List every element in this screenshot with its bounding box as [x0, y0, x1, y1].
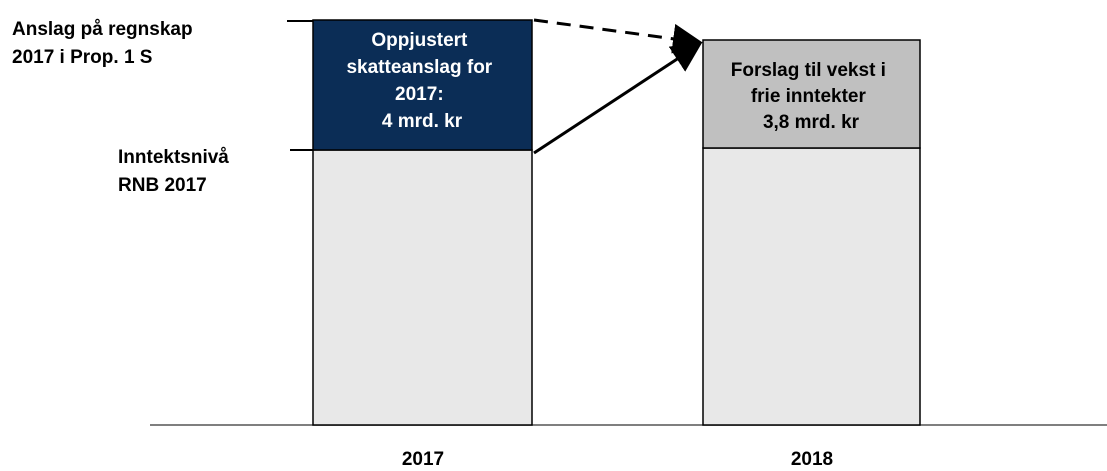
bar-top — [702, 39, 921, 149]
text-line: Inntektsnivå — [118, 147, 229, 168]
text-line: 2017 i Prop. 1 S — [12, 47, 152, 68]
text-line: frie inntekter — [751, 86, 867, 107]
text-line: Oppjustert — [371, 30, 468, 51]
bar-top-text: Oppjustert skatteanslag for 2017: 4 mrd.… — [346, 30, 497, 132]
text-line: 4 mrd. kr — [382, 111, 463, 132]
year-label: 2018 — [791, 449, 833, 470]
text-line: 3,8 mrd. kr — [763, 112, 860, 133]
text-line: Forslag til vekst i — [731, 60, 886, 81]
dashed-arrow — [533, 18, 703, 54]
bar-top — [312, 19, 533, 151]
bar-base — [312, 149, 533, 426]
estimate-label: Anslag på regnskap 2017 i Prop. 1 S — [12, 19, 198, 68]
year-label: 2017 — [402, 449, 444, 470]
text-line: skatteanslag for — [346, 57, 492, 78]
text-line: 2017: — [395, 84, 444, 105]
bar-top-text: Forslag til vekst i frie inntekter 3,8 m… — [731, 60, 892, 133]
income-level-label: Inntektsnivå RNB 2017 — [118, 147, 234, 196]
bar-base — [702, 147, 921, 426]
text-line: RNB 2017 — [118, 175, 207, 196]
text-line: Anslag på regnskap — [12, 19, 193, 40]
solid-arrow — [533, 42, 703, 155]
